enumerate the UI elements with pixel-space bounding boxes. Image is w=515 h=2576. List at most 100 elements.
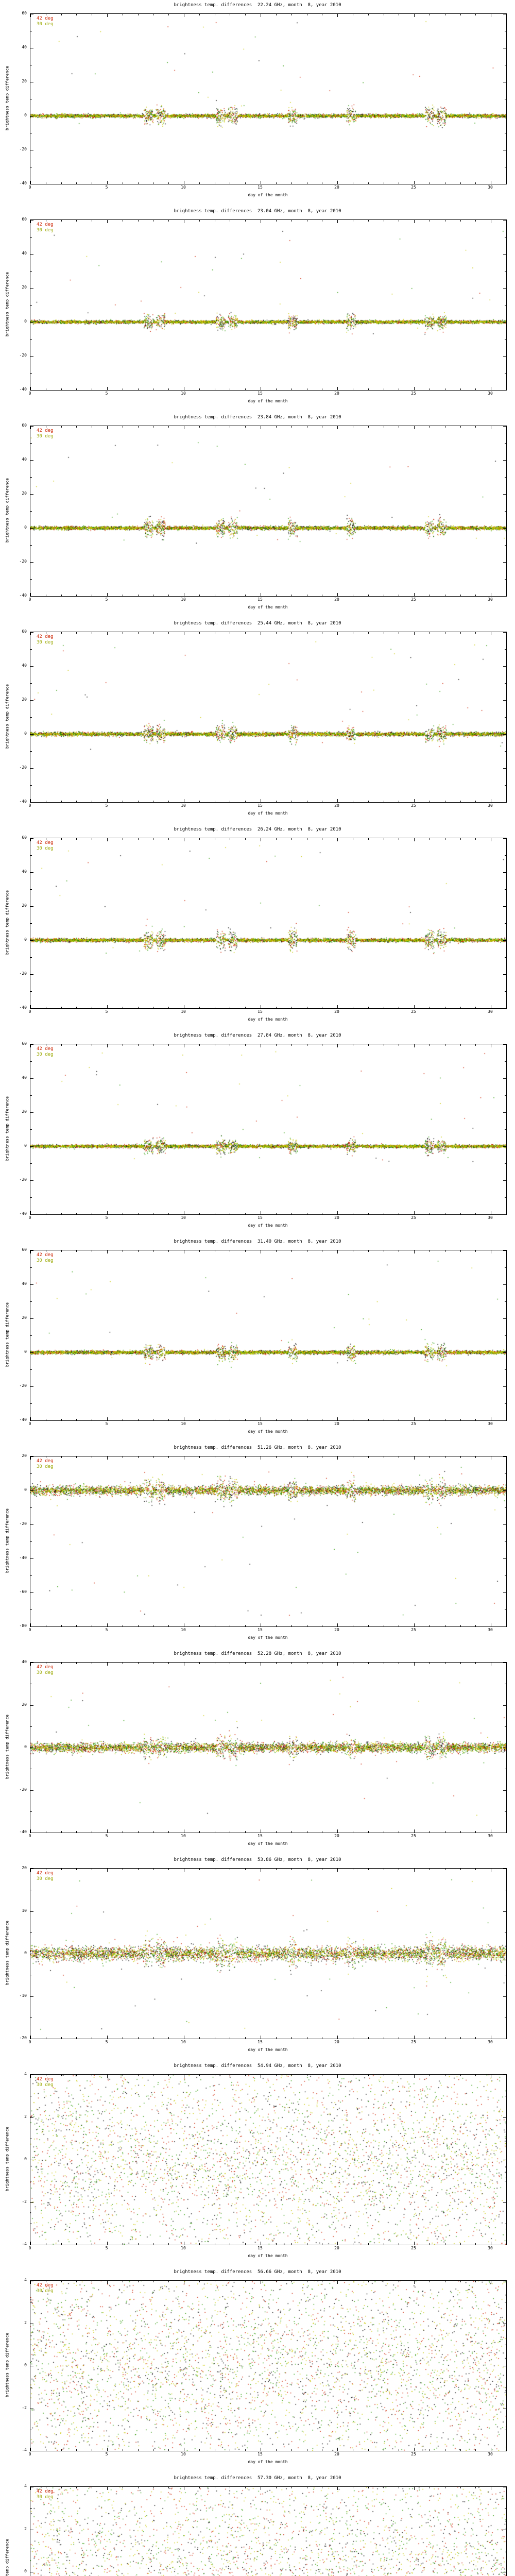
- x-tick: [414, 1869, 415, 1872]
- y-tick: [30, 1490, 33, 1491]
- x-tick-label: 10: [181, 391, 186, 396]
- x-minor-tick: [506, 1456, 507, 1458]
- plot-area: 42 deg 30 deg: [30, 1250, 507, 1421]
- y-minor-tick: [505, 1301, 506, 1302]
- legend-entry: 42 deg: [37, 634, 54, 639]
- x-minor-tick: [168, 1456, 169, 1458]
- x-minor-tick: [276, 2037, 277, 2039]
- x-minor-tick: [61, 1419, 62, 1420]
- x-tick-label: 30: [488, 1628, 493, 1632]
- x-tick: [107, 1044, 108, 1047]
- x-minor-tick: [368, 1663, 369, 1664]
- x-minor-tick: [475, 388, 476, 390]
- scatter-canvas: [30, 2075, 506, 2245]
- y-tick: [30, 220, 33, 221]
- y-minor-tick: [505, 785, 506, 786]
- x-minor-tick: [168, 1213, 169, 1214]
- x-tick-label: 20: [334, 185, 339, 190]
- plot-area: 42 deg 30 deg: [30, 2280, 507, 2451]
- y-tick: [503, 426, 506, 427]
- y-tick: [30, 1180, 33, 1181]
- x-tick-label: 0: [28, 1834, 31, 1838]
- y-tick-label: 0: [24, 1951, 27, 1955]
- y-tick: [30, 940, 33, 941]
- x-minor-tick: [291, 182, 292, 184]
- x-minor-tick: [368, 1869, 369, 1870]
- y-tick: [503, 1008, 506, 1009]
- y-tick-label: 20: [22, 491, 27, 496]
- y-tick: [503, 940, 506, 941]
- x-tick: [30, 799, 31, 802]
- y-tick-label: -20: [19, 1787, 27, 1792]
- legend: 42 deg 30 deg: [37, 1665, 54, 1676]
- x-minor-tick: [199, 838, 200, 840]
- y-tick-label: -40: [19, 593, 27, 598]
- y-tick: [503, 1146, 506, 1147]
- plot-area: 42 deg 30 deg: [30, 13, 507, 184]
- y-tick-label: 40: [22, 45, 27, 49]
- x-tick: [337, 14, 338, 17]
- y-minor-tick: [505, 1726, 506, 1727]
- x-minor-tick: [168, 1250, 169, 1252]
- y-tick-label: -10: [19, 1993, 27, 1998]
- x-minor-tick: [291, 801, 292, 802]
- x-minor-tick: [276, 1869, 277, 1870]
- plot-area: 42 deg 30 deg: [30, 1868, 507, 2039]
- x-minor-tick: [138, 2037, 139, 2039]
- x-tick-label: 15: [258, 2452, 263, 2456]
- chart-title: brightness temp. differences 23.04 GHz, …: [174, 209, 341, 214]
- x-minor-tick: [475, 14, 476, 15]
- y-tick: [30, 1420, 33, 1421]
- x-minor-tick: [199, 182, 200, 184]
- x-minor-tick: [291, 1869, 292, 1870]
- x-minor-tick: [76, 801, 77, 802]
- x-minor-tick: [245, 1869, 246, 1870]
- x-minor-tick: [276, 426, 277, 428]
- x-minor-tick: [276, 1419, 277, 1420]
- y-tick: [30, 1524, 33, 1525]
- scatter-canvas: [30, 2281, 506, 2451]
- y-tick: [503, 322, 506, 323]
- x-tick-label: 10: [181, 1215, 186, 1220]
- plot-area: 42 deg 30 deg: [30, 632, 507, 803]
- x-tick-label: 0: [28, 597, 31, 602]
- x-minor-tick: [199, 1044, 200, 1046]
- y-tick-label: 60: [22, 835, 27, 840]
- y-tick-label: 60: [22, 217, 27, 222]
- x-tick: [414, 14, 415, 17]
- x-minor-tick: [460, 632, 461, 634]
- legend: 42 deg 30 deg: [37, 1046, 54, 1058]
- y-minor-tick: [30, 889, 32, 890]
- x-minor-tick: [61, 2037, 62, 2039]
- y-tick-label: -40: [19, 799, 27, 804]
- legend-entry: 30 deg: [37, 1258, 54, 1263]
- y-tick-label: 40: [22, 457, 27, 462]
- x-minor-tick: [199, 2037, 200, 2039]
- y-tick-label: 20: [22, 1453, 27, 1458]
- x-tick: [337, 632, 338, 635]
- x-minor-tick: [506, 838, 507, 840]
- x-minor-tick: [76, 1213, 77, 1214]
- chart-panel-11: brightness temp. differences 54.94 GHz, …: [0, 2061, 515, 2267]
- x-minor-tick: [368, 595, 369, 596]
- x-minor-tick: [168, 1419, 169, 1420]
- x-minor-tick: [61, 2449, 62, 2451]
- y-minor-tick: [505, 2508, 506, 2509]
- x-tick-label: 5: [105, 2246, 108, 2250]
- x-tick-label: 15: [258, 1215, 263, 1220]
- x-minor-tick: [168, 1044, 169, 1046]
- y-tick: [503, 632, 506, 633]
- y-tick: [30, 2117, 33, 2118]
- x-tick: [414, 1005, 415, 1008]
- y-tick-label: -40: [19, 1211, 27, 1216]
- x-minor-tick: [138, 595, 139, 596]
- x-tick-label: 10: [181, 2246, 186, 2250]
- y-tick-label: 60: [22, 423, 27, 428]
- legend-entry: 42 deg: [37, 1665, 54, 1670]
- y-tick: [30, 700, 33, 701]
- y-minor-tick: [30, 1061, 32, 1062]
- x-tick: [30, 838, 31, 841]
- x-tick: [107, 220, 108, 223]
- x-minor-tick: [138, 2075, 139, 2076]
- y-axis-label: brightness temp difference: [5, 1508, 10, 1573]
